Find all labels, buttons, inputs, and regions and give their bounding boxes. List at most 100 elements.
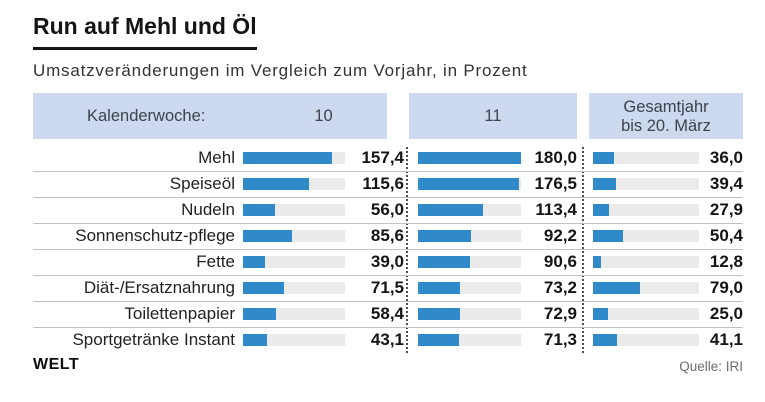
bar-value-label: 73,2 (543, 278, 577, 297)
bar-gesamtjahr-bis-20-m-rz (593, 230, 623, 242)
bar-track (593, 178, 699, 190)
bar-gesamtjahr-bis-20-m-rz (593, 256, 601, 268)
bar-track (418, 334, 521, 346)
bar-track (593, 334, 699, 346)
bar-value-label: 39,0 (370, 252, 404, 271)
row-category-label: Fette (196, 252, 235, 271)
bar-value-label: 27,9 (709, 200, 743, 219)
bar-kalenderwoche-11 (418, 230, 471, 242)
bar-track (593, 256, 699, 268)
chart-title: Run auf Mehl und Öl (33, 13, 257, 50)
bar-value-label: 113,4 (535, 200, 577, 219)
bar-kalenderwoche-11 (418, 204, 483, 216)
header-week-10: 10 (314, 107, 333, 125)
bar-value-label: 36,0 (709, 148, 743, 167)
bar-track (418, 308, 521, 320)
bar-value-label: 85,6 (370, 226, 404, 245)
bar-value-label: 43,1 (370, 330, 404, 349)
bar-track (593, 152, 699, 164)
bar-track (418, 282, 521, 294)
bar-kalenderwoche-11 (418, 178, 519, 190)
header-total: Gesamtjahr bis 20. März (589, 98, 743, 136)
bar-gesamtjahr-bis-20-m-rz (593, 178, 616, 190)
row-separator (33, 223, 743, 224)
bar-value-label: 25,0 (709, 304, 743, 323)
bar-value-label: 180,0 (534, 148, 577, 167)
bar-value-label: 71,5 (370, 278, 404, 297)
bar-gesamtjahr-bis-20-m-rz (593, 204, 609, 216)
row-separator (33, 275, 743, 276)
bar-track (243, 334, 345, 346)
header-label-kalenderwoche: Kalenderwoche: (87, 107, 206, 125)
bar-kalenderwoche-10 (243, 152, 332, 164)
bar-track (593, 308, 699, 320)
bar-kalenderwoche-10 (243, 282, 284, 294)
bar-track (593, 282, 699, 294)
bar-track (418, 230, 521, 242)
bar-value-label: 50,4 (709, 226, 743, 245)
source-credit: Quelle: IRI (679, 359, 743, 374)
column-divider-2 (582, 147, 584, 353)
bar-kalenderwoche-10 (243, 178, 309, 190)
bar-kalenderwoche-10 (243, 204, 275, 216)
row-category-label: Speiseöl (169, 174, 235, 193)
header-total-line1: Gesamtjahr (623, 98, 709, 116)
bar-gesamtjahr-bis-20-m-rz (593, 334, 617, 346)
header-week-11: 11 (484, 107, 502, 125)
bar-value-label: 90,6 (543, 252, 577, 271)
bar-kalenderwoche-10 (243, 256, 265, 268)
bar-kalenderwoche-10 (243, 334, 267, 346)
bar-value-label: 72,9 (543, 304, 577, 323)
bar-value-label: 92,2 (543, 226, 577, 245)
bar-kalenderwoche-10 (243, 308, 276, 320)
bar-gesamtjahr-bis-20-m-rz (593, 282, 640, 294)
row-separator (33, 301, 743, 302)
header-total-line2: bis 20. März (621, 117, 711, 135)
bar-track (418, 178, 521, 190)
bar-track (243, 230, 345, 242)
bar-track (593, 230, 699, 242)
header-band-week11 (409, 93, 577, 139)
header-band-total (589, 93, 743, 139)
bar-value-label: 71,3 (543, 330, 577, 349)
bar-track (593, 204, 699, 216)
bar-track (418, 152, 521, 164)
row-category-label: Mehl (198, 148, 235, 167)
bar-value-label: 157,4 (361, 148, 404, 167)
bar-value-label: 39,4 (709, 174, 743, 193)
row-category-label: Diät-/Ersatznahrung (83, 278, 235, 297)
column-divider-1 (406, 147, 408, 353)
bar-gesamtjahr-bis-20-m-rz (593, 308, 608, 320)
bar-kalenderwoche-11 (418, 256, 470, 268)
bar-gesamtjahr-bis-20-m-rz (593, 152, 614, 164)
row-category-label: Toilettenpapier (124, 304, 235, 323)
row-category-label: Nudeln (181, 200, 235, 219)
bar-track (243, 204, 345, 216)
row-separator (33, 197, 743, 198)
bar-track (243, 178, 345, 190)
row-category-label: Sonnenschutz-pflege (75, 226, 235, 245)
bar-value-label: 58,4 (370, 304, 404, 323)
row-separator (33, 249, 743, 250)
row-category-label: Sportgetränke Instant (72, 330, 235, 349)
bar-track (243, 152, 345, 164)
header-band-week10 (33, 93, 387, 139)
bar-value-label: 115,6 (362, 174, 404, 193)
bar-value-label: 12,8 (709, 252, 743, 271)
bar-track (243, 282, 345, 294)
bar-kalenderwoche-11 (418, 152, 521, 164)
bar-track (243, 308, 345, 320)
bar-value-label: 79,0 (709, 278, 743, 297)
row-separator (33, 171, 743, 172)
welt-logo: WELT (33, 356, 80, 373)
chart-subtitle: Umsatzveränderungen im Vergleich zum Vor… (33, 61, 528, 80)
bar-track (418, 256, 521, 268)
bar-value-label: 176,5 (534, 174, 577, 193)
row-separator (33, 327, 743, 328)
bar-kalenderwoche-11 (418, 282, 460, 294)
bar-track (243, 256, 345, 268)
bar-kalenderwoche-11 (418, 334, 459, 346)
bar-value-label: 41,1 (709, 330, 743, 349)
bar-value-label: 56,0 (370, 200, 404, 219)
